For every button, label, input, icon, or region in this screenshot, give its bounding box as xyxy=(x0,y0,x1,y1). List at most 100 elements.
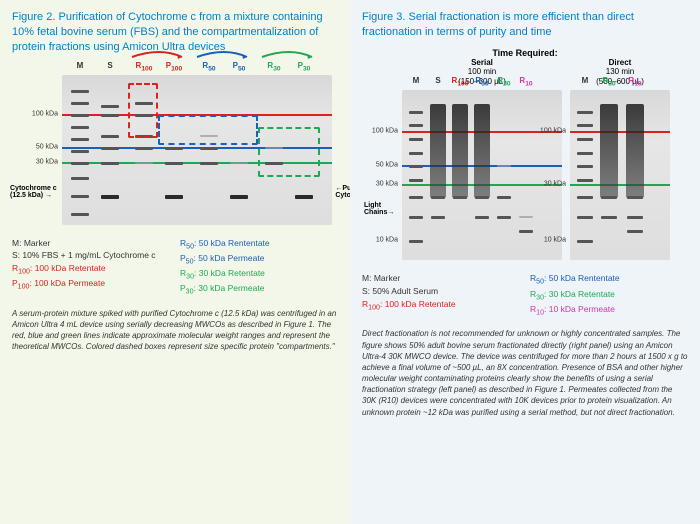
gel-band xyxy=(135,162,153,164)
lane-label: R50 xyxy=(472,76,492,88)
gel-band xyxy=(601,196,617,199)
gel-band xyxy=(230,162,248,164)
lane-label: M xyxy=(406,76,426,85)
gel-band xyxy=(295,195,313,199)
mw-label: 10 kDa xyxy=(376,237,398,244)
gel-band xyxy=(577,152,593,155)
gel-lane: R10 xyxy=(624,90,646,260)
gel-lane: P50 xyxy=(227,75,251,225)
lane-label: R10 xyxy=(516,76,536,88)
lane-label: R10 xyxy=(624,76,646,88)
gel-band xyxy=(627,216,643,219)
fig2-number: Figure 2. xyxy=(12,11,55,23)
mw-label: 100 kDa xyxy=(540,128,566,135)
figure-3-legend: M: MarkerS: 50% Adult SerumR100: 100 kDa… xyxy=(362,272,688,318)
legend-row: R30: 30 kDa Retentate xyxy=(180,267,338,282)
gel-band xyxy=(409,216,423,219)
gel-band xyxy=(577,124,593,127)
lane-label: R50 xyxy=(197,61,221,73)
gel-lane: R50 xyxy=(197,75,221,225)
gel-smear xyxy=(626,104,644,198)
compartment-box xyxy=(128,83,158,138)
gel-band xyxy=(101,147,119,150)
arrow-icon xyxy=(260,49,320,61)
gel-band xyxy=(601,216,617,219)
gel-lane: M xyxy=(406,90,426,260)
gel-band xyxy=(71,102,89,105)
gel-band xyxy=(71,126,89,129)
gel-band xyxy=(497,196,511,199)
gel-band xyxy=(431,216,445,219)
figure-3-caption: Direct fractionation is not recommended … xyxy=(362,328,688,418)
gel-band xyxy=(409,179,423,182)
gel-pair: Serial 100 min (150–300 µL) Light Chains… xyxy=(402,58,688,261)
gel-band xyxy=(409,138,423,141)
gel-band xyxy=(71,195,89,198)
gel-band xyxy=(577,196,593,199)
gel-band xyxy=(577,216,593,219)
gel-band xyxy=(71,138,89,141)
mw-label: 30 kDa xyxy=(544,180,566,187)
gel-band xyxy=(409,124,423,127)
compartment-box xyxy=(158,115,258,145)
light-chains-callout: Light Chains→ xyxy=(364,202,394,216)
gel-lane: R30 xyxy=(494,90,514,260)
gel-band xyxy=(165,195,183,199)
gel-lane: M xyxy=(574,90,596,260)
gel-band xyxy=(409,111,423,114)
mw-label: 30 kDa xyxy=(376,180,398,187)
gel-smear xyxy=(474,104,490,198)
legend-row: M: Marker xyxy=(12,237,170,250)
legend-row: S: 10% FBS + 1 mg/mL Cytochrome c xyxy=(12,249,170,262)
gel-band xyxy=(453,196,467,199)
lane-label: P30 xyxy=(292,61,316,73)
lane-label: R30 xyxy=(598,76,620,88)
gel-lane: R50 xyxy=(472,90,492,260)
legend-row: R50: 50 kDa Rententate xyxy=(530,272,688,287)
gel-band xyxy=(475,216,489,219)
arrow-icon xyxy=(130,49,190,61)
gel-direct: 100 kDa30 kDa10 kDaMR30R10 xyxy=(570,90,670,260)
gel-band xyxy=(71,177,89,180)
compartment-box xyxy=(258,127,320,177)
gel-band xyxy=(101,135,119,138)
figure-2-caption: A serum-protein mixture spiked with puri… xyxy=(12,308,338,353)
gel-band xyxy=(475,196,489,199)
gel-lane: R10 xyxy=(516,90,536,260)
gel-band xyxy=(165,147,183,150)
fig2-text: Purification of Cytochrome c from a mixt… xyxy=(12,11,323,53)
mw-label: 100 kDa xyxy=(32,110,58,117)
legend-row: P100: 100 kDa Permeate xyxy=(12,277,170,292)
gel-band xyxy=(230,195,248,199)
gel-image-left: Cytochrome c (12.5 kDa)→ ←Purified Cytoc… xyxy=(62,75,332,225)
lane-label: P50 xyxy=(227,61,251,73)
gel-band xyxy=(431,196,445,199)
gel-band xyxy=(101,195,119,199)
gel-band xyxy=(165,162,183,165)
gel-band xyxy=(519,230,533,233)
gel-lane: M xyxy=(68,75,92,225)
mw-label: 30 kDa xyxy=(36,158,58,165)
figure-2-legend: M: MarkerS: 10% FBS + 1 mg/mL Cytochrome… xyxy=(12,237,338,298)
gel-band xyxy=(135,147,153,150)
gel-band xyxy=(101,114,119,117)
gel-band xyxy=(71,90,89,93)
gel-smear xyxy=(600,104,618,198)
legend-row: R50: 50 kDa Rententate xyxy=(180,237,338,252)
gel-band xyxy=(497,216,511,219)
mw-label: 50 kDa xyxy=(36,143,58,150)
legend-row: M: Marker xyxy=(362,272,520,285)
time-required-header: Time Required: xyxy=(362,48,688,58)
gel-band xyxy=(577,138,593,141)
gel-band xyxy=(577,111,593,114)
figure-2-panel: Figure 2. Purification of Cytochrome c f… xyxy=(0,0,350,524)
gel-smear xyxy=(430,104,446,198)
cytochrome-left-callout: Cytochrome c (12.5 kDa)→ xyxy=(10,185,57,199)
mw-label: 100 kDa xyxy=(372,128,398,135)
gel-band xyxy=(409,240,423,243)
gel-band xyxy=(71,162,89,165)
gel-lane: R100 xyxy=(450,90,470,260)
lane-label: S xyxy=(428,76,448,85)
gel-band xyxy=(577,240,593,243)
gel-serial: Light Chains→ 100 kDa50 kDa30 kDa10 kDaM… xyxy=(402,90,562,260)
